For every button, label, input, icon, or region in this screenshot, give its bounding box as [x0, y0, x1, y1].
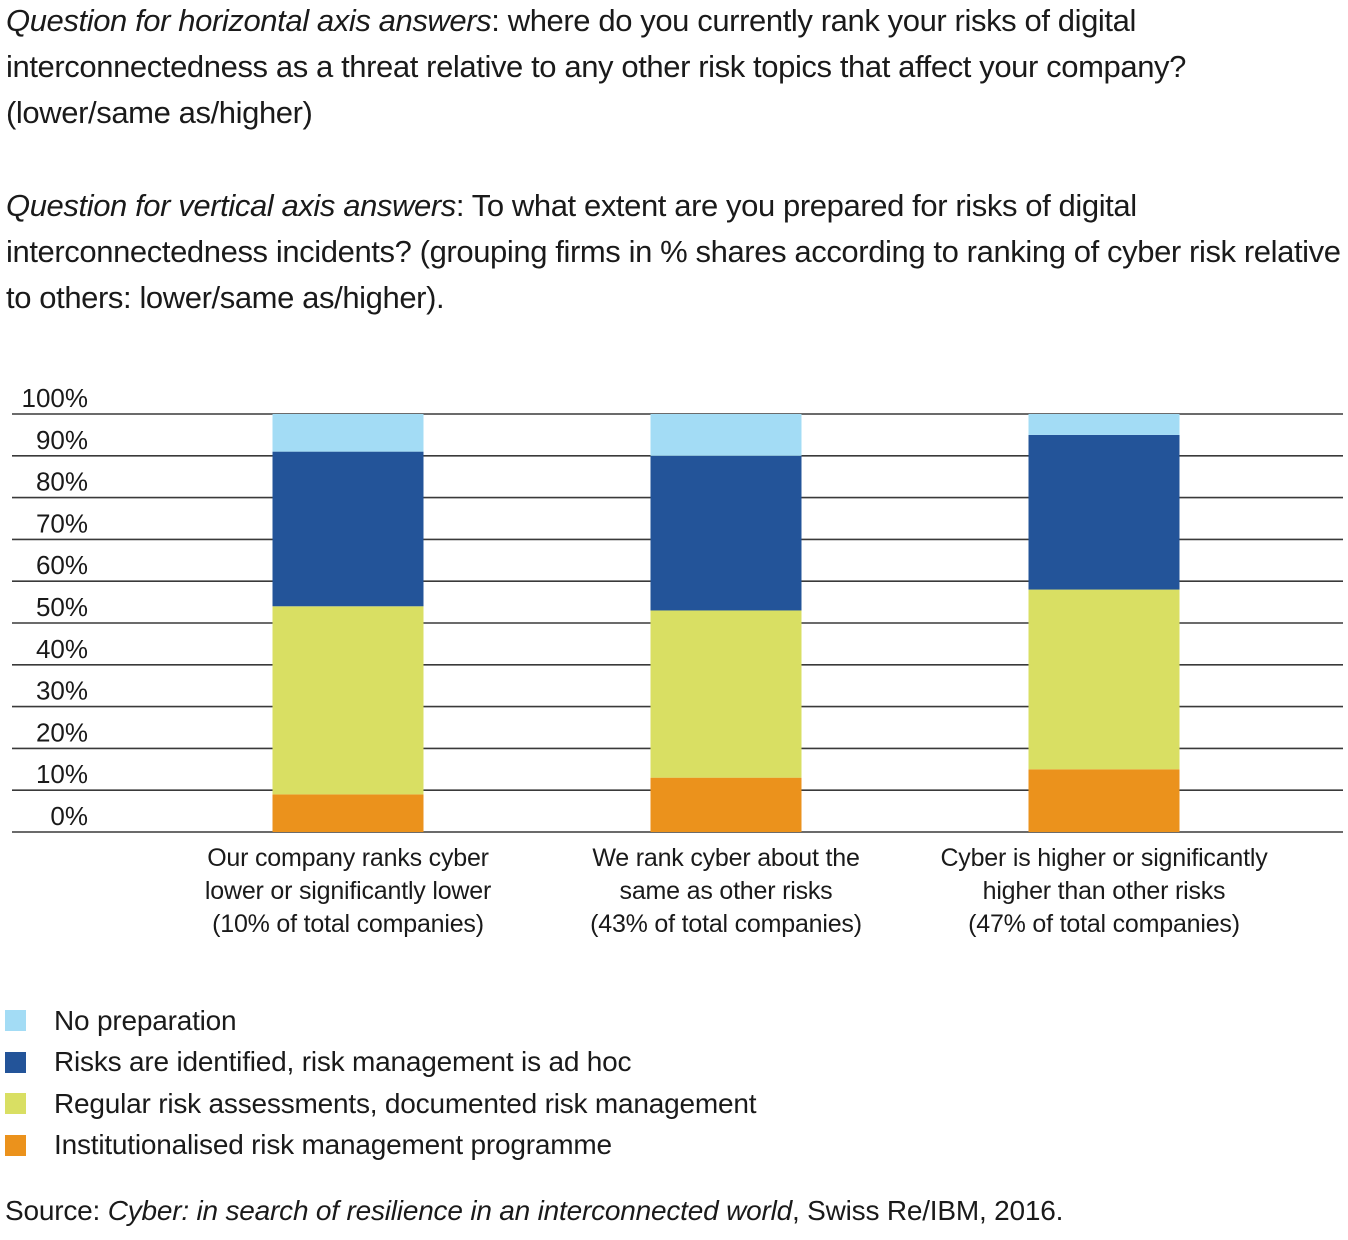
bar-segment — [272, 606, 424, 795]
legend-swatch-icon — [5, 1010, 26, 1032]
y-axis-ticks: 0% 10% 20% 30% 40% 50% 60% 70% 80% 90% 100% — [22, 383, 89, 831]
y-tick-label: 30% — [36, 676, 88, 706]
legend-item: Institutionalised risk management progra… — [5, 1125, 756, 1167]
x-category-label-line: higher than other risks — [982, 877, 1226, 905]
bar-segment — [272, 794, 424, 832]
horizontal-axis-question: Question for horizontal axis answers: wh… — [6, 0, 1346, 136]
y-tick-label: 0% — [50, 801, 88, 831]
y-tick-label: 90% — [36, 425, 88, 455]
bar-segment — [650, 455, 802, 611]
question-text: : To what extent are you prepared for ri… — [6, 188, 1341, 315]
source-note: Source: Cyber: in search of resilience i… — [5, 1195, 1063, 1227]
question-label: Question for horizontal axis answers — [6, 3, 492, 38]
y-tick-label: 40% — [36, 634, 88, 664]
y-tick-label: 100% — [22, 383, 89, 413]
legend-item: Regular risk assessments, documented ris… — [5, 1083, 757, 1125]
source-title: Cyber: in search of resilience in an int… — [107, 1195, 792, 1226]
y-tick-label: 50% — [36, 592, 88, 622]
legend-label: Regular risk assessments, documented ris… — [54, 1087, 757, 1119]
question-label: Question for vertical axis answers — [6, 188, 456, 223]
legend-swatch-icon — [5, 1134, 26, 1156]
source-prefix: Source: — [5, 1195, 108, 1226]
x-category-label-line: We rank cyber about the — [592, 844, 860, 872]
x-category-label-line: (47% of total companies) — [968, 910, 1240, 938]
bar-segment — [1028, 434, 1180, 590]
bar-segment — [272, 414, 424, 452]
bar-stack — [272, 414, 424, 832]
x-category-label: We rank cyber about the same as other ris… — [536, 842, 916, 941]
y-tick-label: 80% — [36, 467, 88, 497]
bar-segment — [1028, 414, 1180, 435]
x-category-label: Our company ranks cyber lower or signific… — [158, 842, 538, 941]
bar-segment — [650, 414, 802, 456]
x-category-label-line: same as other risks — [619, 877, 833, 905]
x-category-label-line: lower or significantly lower — [204, 877, 492, 905]
legend-item: No preparation — [5, 1000, 756, 1042]
bar-segment — [650, 610, 802, 778]
legend-item: Risks are identified, risk management is… — [5, 1042, 756, 1084]
vertical-axis-question: Question for vertical axis answers: To w… — [6, 183, 1346, 321]
legend-swatch-icon — [5, 1051, 26, 1073]
x-category-label-line: (43% of total companies) — [590, 910, 862, 938]
legend-label: No preparation — [54, 1004, 237, 1036]
stacked-bar-chart: 0% 10% 20% 30% 40% 50% 60% 70% 80% 90% 100% — [12, 383, 1343, 833]
x-category-label: Cyber is higher or significantly higher t… — [914, 842, 1294, 941]
bar-stack — [1028, 414, 1180, 832]
legend: No preparation Risks are identified, risk… — [5, 1000, 757, 1167]
x-category-label-line: Our company ranks cyber — [207, 844, 489, 872]
y-tick-label: 60% — [36, 550, 88, 580]
source-suffix: , Swiss Re/IBM, 2016. — [791, 1195, 1064, 1226]
bar-segment — [272, 451, 424, 607]
bar-stack — [650, 414, 802, 832]
bar-segment — [650, 777, 802, 832]
bars — [272, 414, 1180, 832]
legend-label: Risks are identified, risk management is… — [54, 1046, 632, 1078]
legend-label: Institutionalised risk management progra… — [54, 1129, 612, 1161]
bar-segment — [1028, 589, 1180, 770]
bar-segment — [1028, 769, 1180, 832]
y-tick-label: 10% — [36, 759, 88, 789]
x-category-label-line: (10% of total companies) — [212, 910, 484, 938]
x-category-label-line: Cyber is higher or significantly — [940, 844, 1268, 872]
question-text: : where do you currently rank your risks… — [6, 3, 1186, 130]
y-tick-label: 70% — [36, 508, 88, 538]
legend-swatch-icon — [5, 1093, 26, 1115]
y-tick-label: 20% — [36, 717, 88, 747]
